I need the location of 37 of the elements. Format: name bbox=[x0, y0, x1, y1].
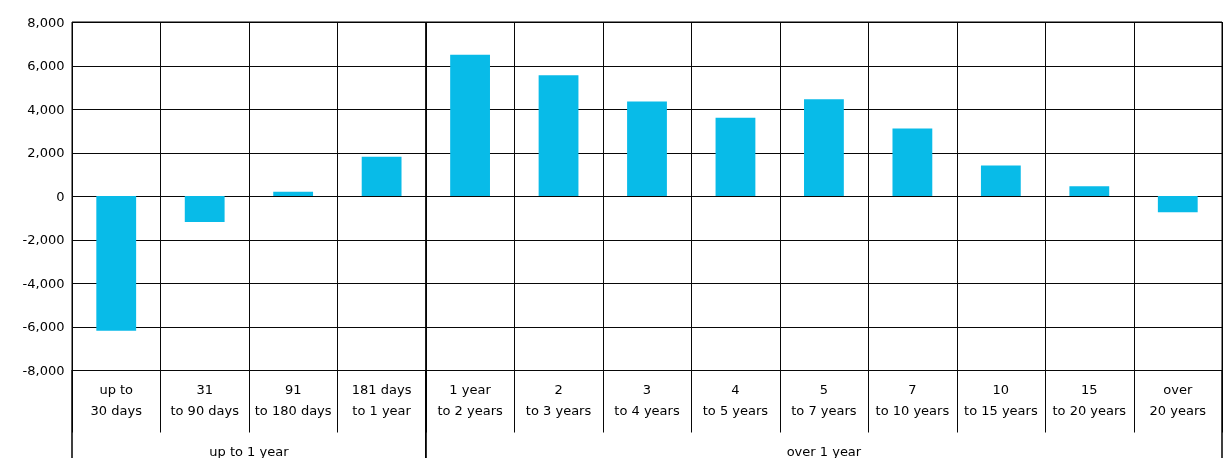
band-label: over 1 year bbox=[786, 444, 862, 458]
bar bbox=[1069, 186, 1110, 196]
x-tick-label: 7 to 10 years bbox=[875, 382, 950, 418]
y-tick-label: 0 bbox=[56, 188, 65, 204]
x-tick-label: 181 days to 1 year bbox=[351, 382, 412, 418]
bar bbox=[450, 54, 490, 196]
y-tick-label: -6,000 bbox=[22, 319, 65, 334]
x-tick-label: 15 to 20 years bbox=[1052, 382, 1127, 418]
bar bbox=[892, 128, 933, 196]
x-tick-label: 31 to 90 days bbox=[170, 382, 240, 418]
x-tick-label: 5 to 7 years bbox=[791, 382, 857, 418]
bar bbox=[538, 75, 579, 196]
bar bbox=[273, 191, 314, 196]
x-tick-label: 3 to 4 years bbox=[614, 382, 680, 418]
x-tick-label: 10 to 15 years bbox=[964, 382, 1038, 418]
y-tick-label: 2,000 bbox=[27, 145, 65, 160]
bar bbox=[361, 156, 402, 196]
bar bbox=[96, 196, 137, 331]
bar bbox=[627, 101, 667, 196]
x-tick-label: 4 to 5 years bbox=[702, 382, 769, 418]
bar bbox=[715, 117, 756, 196]
bar bbox=[1157, 196, 1198, 213]
bar bbox=[980, 165, 1021, 196]
x-tick-label: 1 year to 2 years bbox=[437, 382, 503, 418]
x-tick-label: 2 to 3 years bbox=[525, 382, 592, 418]
x-tick-label: over 20 years bbox=[1149, 382, 1207, 418]
y-tick-label: 6,000 bbox=[27, 58, 65, 73]
x-tick-label: 91 to 180 days bbox=[254, 382, 332, 418]
y-tick-label: -4,000 bbox=[22, 275, 65, 291]
y-tick-label: 4,000 bbox=[27, 101, 65, 117]
x-tick-label: up to 30 days bbox=[90, 382, 143, 418]
bar bbox=[804, 99, 844, 196]
y-tick-label: -2,000 bbox=[22, 232, 65, 247]
band-label: up to 1 year bbox=[209, 444, 290, 458]
bar bbox=[184, 196, 225, 223]
y-tick-label: 8,000 bbox=[27, 14, 65, 30]
y-tick-label: -8,000 bbox=[22, 362, 65, 378]
